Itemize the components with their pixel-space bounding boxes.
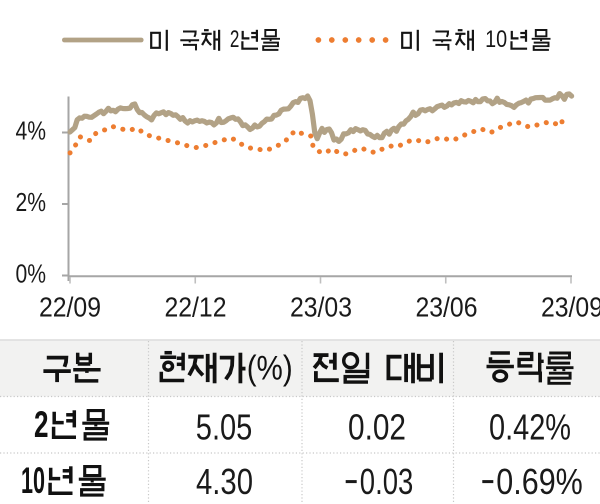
svg-text:0.42%: 0.42% <box>489 407 571 448</box>
svg-text:0.02: 0.02 <box>348 407 406 448</box>
svg-text:2: 2 <box>34 403 49 445</box>
svg-text:0.03: 0.03 <box>360 461 414 502</box>
svg-text:0.69%: 0.69% <box>496 461 583 502</box>
svg-text:22/12: 22/12 <box>165 292 227 323</box>
svg-text:23/06: 23/06 <box>416 292 478 323</box>
svg-text:0%: 0% <box>16 261 47 289</box>
svg-text:23/09: 23/09 <box>541 292 600 323</box>
svg-text:10: 10 <box>485 26 507 53</box>
svg-text:4.30: 4.30 <box>196 461 253 502</box>
svg-text:4%: 4% <box>16 118 47 146</box>
svg-text:(%): (%) <box>247 350 293 388</box>
svg-text:5.05: 5.05 <box>196 407 253 448</box>
svg-text:22/09: 22/09 <box>39 292 101 323</box>
svg-text:2: 2 <box>230 26 240 53</box>
svg-text:10: 10 <box>21 459 45 501</box>
svg-text:2%: 2% <box>16 189 47 217</box>
svg-text:23/03: 23/03 <box>290 292 352 323</box>
